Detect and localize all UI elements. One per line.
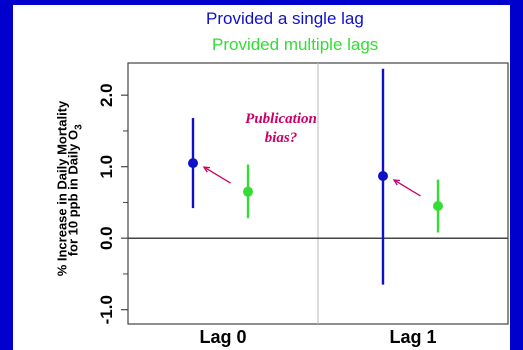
annotation-publication-bias: Publication bias? — [226, 110, 336, 148]
y-tick-label: -1.0 — [97, 295, 116, 324]
annotation-line2: bias? — [264, 130, 298, 146]
point-estimate — [378, 170, 388, 181]
y-tick-label: 0.0 — [97, 226, 116, 250]
annotation-arrow — [203, 166, 231, 184]
annotation-arrowhead — [392, 179, 401, 186]
point-estimate — [433, 201, 443, 212]
annotation-arrow — [393, 179, 421, 197]
x-tick-label: Lag 0 — [199, 327, 246, 347]
y-tick-label: 1.0 — [97, 155, 116, 179]
legend-multiple-lags: Provided multiple lags — [212, 35, 379, 54]
annotation-arrowhead — [202, 166, 211, 173]
legend-single-lag: Provided a single lag — [206, 9, 364, 28]
point-estimate — [188, 158, 198, 169]
point-estimate — [243, 186, 253, 197]
annotation-line1: Publication — [245, 111, 317, 127]
y-tick-label: 2.0 — [97, 83, 116, 107]
x-tick-label: Lag 1 — [389, 327, 436, 347]
